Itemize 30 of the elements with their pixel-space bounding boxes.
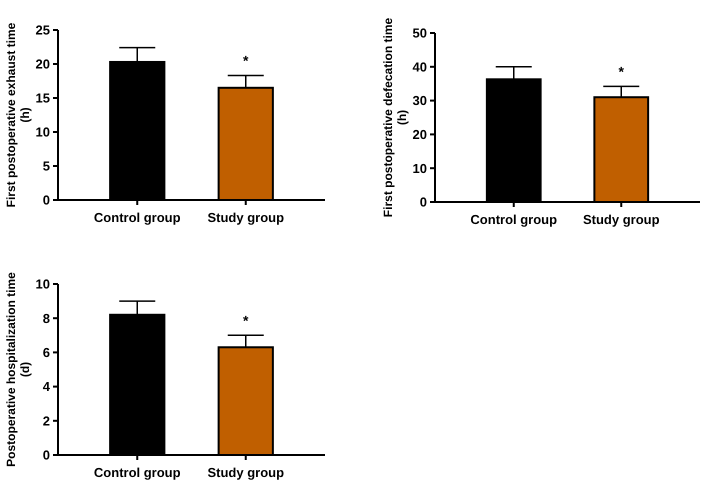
- y-axis-title: First postoperative defecation time (h): [380, 17, 410, 218]
- x-tick-label: Study group: [207, 465, 284, 480]
- y-axis-title: Postoperative hospitalization time (d): [4, 272, 32, 467]
- x-tick-label: Study group: [582, 212, 660, 227]
- y-tick-label: 4: [42, 379, 51, 394]
- y-tick-label: 6: [42, 344, 50, 360]
- y-tick-label: 20: [412, 126, 427, 142]
- y-tick-label: 15: [36, 90, 50, 106]
- y-tick-label: 50: [412, 26, 427, 41]
- y-tick-label: 0: [42, 448, 50, 463]
- annotation: *: [618, 63, 625, 80]
- annotation: *: [243, 52, 250, 69]
- x-tick-label: Control group: [470, 212, 558, 227]
- y-tick-label: 30: [412, 93, 427, 108]
- y-tick-label: 10: [36, 124, 50, 140]
- y-axis-title: First postoperative exhaust time (h): [4, 22, 32, 208]
- y-tick-label: 0: [42, 192, 50, 208]
- y-tick-label: 0: [420, 194, 427, 210]
- x-tick-label: Control group: [94, 210, 181, 225]
- y-tick-label: 20: [36, 56, 50, 72]
- y-tick-label: 5: [42, 158, 50, 174]
- annotation: *: [243, 312, 250, 328]
- y-tick-label: 40: [412, 59, 427, 74]
- x-tick-label: Control group: [94, 465, 181, 480]
- y-tick-label: 10: [36, 276, 50, 292]
- y-tick-label: 8: [42, 310, 50, 326]
- y-tick-label: 25: [36, 22, 50, 38]
- y-tick-label: 10: [412, 160, 427, 176]
- x-tick-label: Study group: [207, 210, 284, 225]
- y-tick-label: 2: [42, 413, 50, 428]
